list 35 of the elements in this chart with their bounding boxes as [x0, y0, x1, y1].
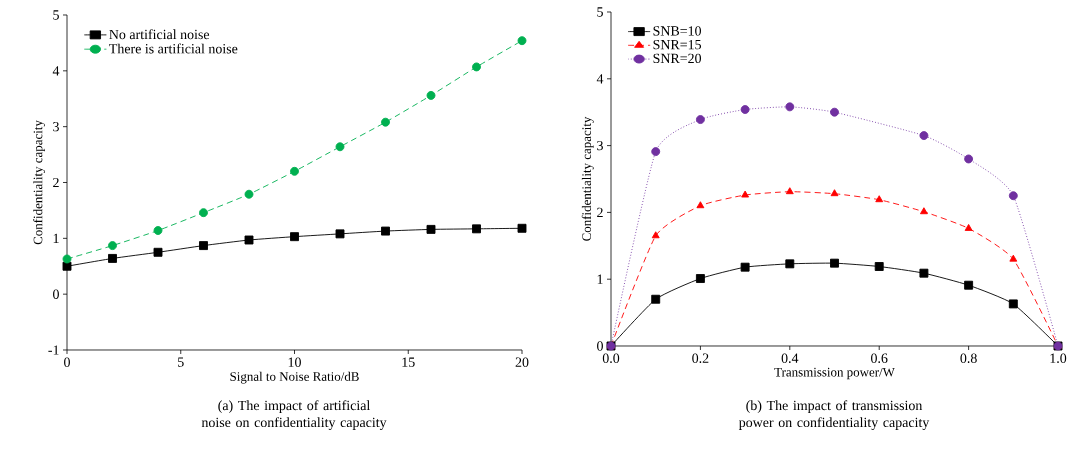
x-axis-title: Transmission power/W — [774, 367, 895, 380]
legend-label: SNR=20 — [653, 53, 702, 64]
y-axis-title: Confidentiality capacity — [581, 116, 594, 241]
y-tick-label: 2 — [53, 177, 59, 188]
y-tick-label: 3 — [597, 140, 603, 151]
text: (b) The impact of transmission power on confidentiality capacity — [738, 400, 930, 430]
x-tick-label: 0.0 — [602, 353, 620, 363]
x-tick-label: 15 — [402, 357, 415, 367]
y-tick-label: 4 — [52, 66, 60, 76]
x-tick-label: 0.4 — [781, 353, 799, 363]
y-tick-label: 4 — [596, 74, 604, 84]
y-tick-label: 0 — [53, 289, 59, 299]
x-tick-label: 0.6 — [871, 353, 888, 363]
y-tick-label: 1 — [53, 233, 59, 243]
y-tick-label: -1 — [48, 345, 59, 355]
y-tick-label: 3 — [53, 121, 59, 132]
x-tick-label: 0.2 — [692, 353, 709, 363]
x-tick-label: 1.0 — [1050, 353, 1067, 363]
y-tick-label: 0 — [597, 341, 603, 351]
y-axis-title: Confidentiality capacity — [33, 120, 46, 245]
legend-label: No artificial noise — [109, 29, 210, 40]
text: (a) The impact of artificial noise on confidentiality capacity — [201, 400, 387, 430]
legend-label: SNR=15 — [653, 39, 702, 50]
y-tick-label: 5 — [597, 7, 603, 17]
legend-label: SNB=10 — [653, 26, 702, 36]
x-tick-label: 10 — [288, 357, 301, 367]
x-axis-title: Signal to Noise Ratio/dB — [230, 371, 359, 384]
x-tick-label: 0 — [64, 357, 70, 367]
y-tick-label: 1 — [597, 274, 603, 284]
legend-label: There is artificial noise — [109, 43, 238, 54]
x-tick-label: 20 — [515, 357, 529, 367]
y-tick-label: 2 — [597, 207, 603, 218]
x-tick-label: 5 — [178, 357, 184, 367]
y-tick-label: 5 — [53, 10, 59, 20]
x-tick-label: 0.8 — [960, 353, 977, 363]
